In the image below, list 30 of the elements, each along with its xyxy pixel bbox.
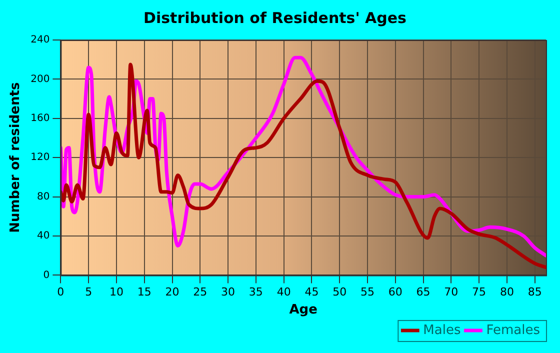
y-tick-label: 200 <box>30 74 50 85</box>
x-tick-label: 5 <box>85 286 92 299</box>
x-tick-label: 35 <box>248 286 263 299</box>
y-tick-label: 80 <box>36 191 50 202</box>
x-tick-label: 80 <box>500 286 514 299</box>
y-tick-label: 240 <box>30 34 50 46</box>
chart-title: Distribution of Residents' Ages <box>144 8 407 27</box>
y-tick-label: 160 <box>30 112 50 124</box>
x-tick-label: 60 <box>388 286 402 299</box>
x-tick-label: 25 <box>193 286 208 299</box>
y-axis-title: Number of residents <box>8 82 24 233</box>
x-tick-label: 70 <box>444 286 458 299</box>
y-tick-label: 0 <box>43 270 50 281</box>
legend-label: Males <box>423 322 461 338</box>
x-tick-label: 85 <box>528 286 542 299</box>
x-tick-label: 0 <box>57 286 64 299</box>
x-tick-label: 75 <box>472 286 486 299</box>
y-tick-label: 40 <box>36 230 50 242</box>
x-tick-label: 55 <box>360 286 374 299</box>
legend-label: Females <box>486 322 540 338</box>
x-tick-label: 20 <box>165 286 180 299</box>
x-tick-label: 30 <box>221 286 236 299</box>
x-tick-label: 50 <box>332 286 347 299</box>
x-tick-label: 40 <box>276 286 291 299</box>
x-tick-label: 15 <box>137 286 152 299</box>
x-tick-label: 65 <box>416 286 430 299</box>
x-tick-label: 45 <box>304 286 319 299</box>
y-tick-label: 120 <box>30 152 50 164</box>
x-tick-label: 10 <box>109 286 124 299</box>
x-axis-title: Age <box>289 302 318 318</box>
